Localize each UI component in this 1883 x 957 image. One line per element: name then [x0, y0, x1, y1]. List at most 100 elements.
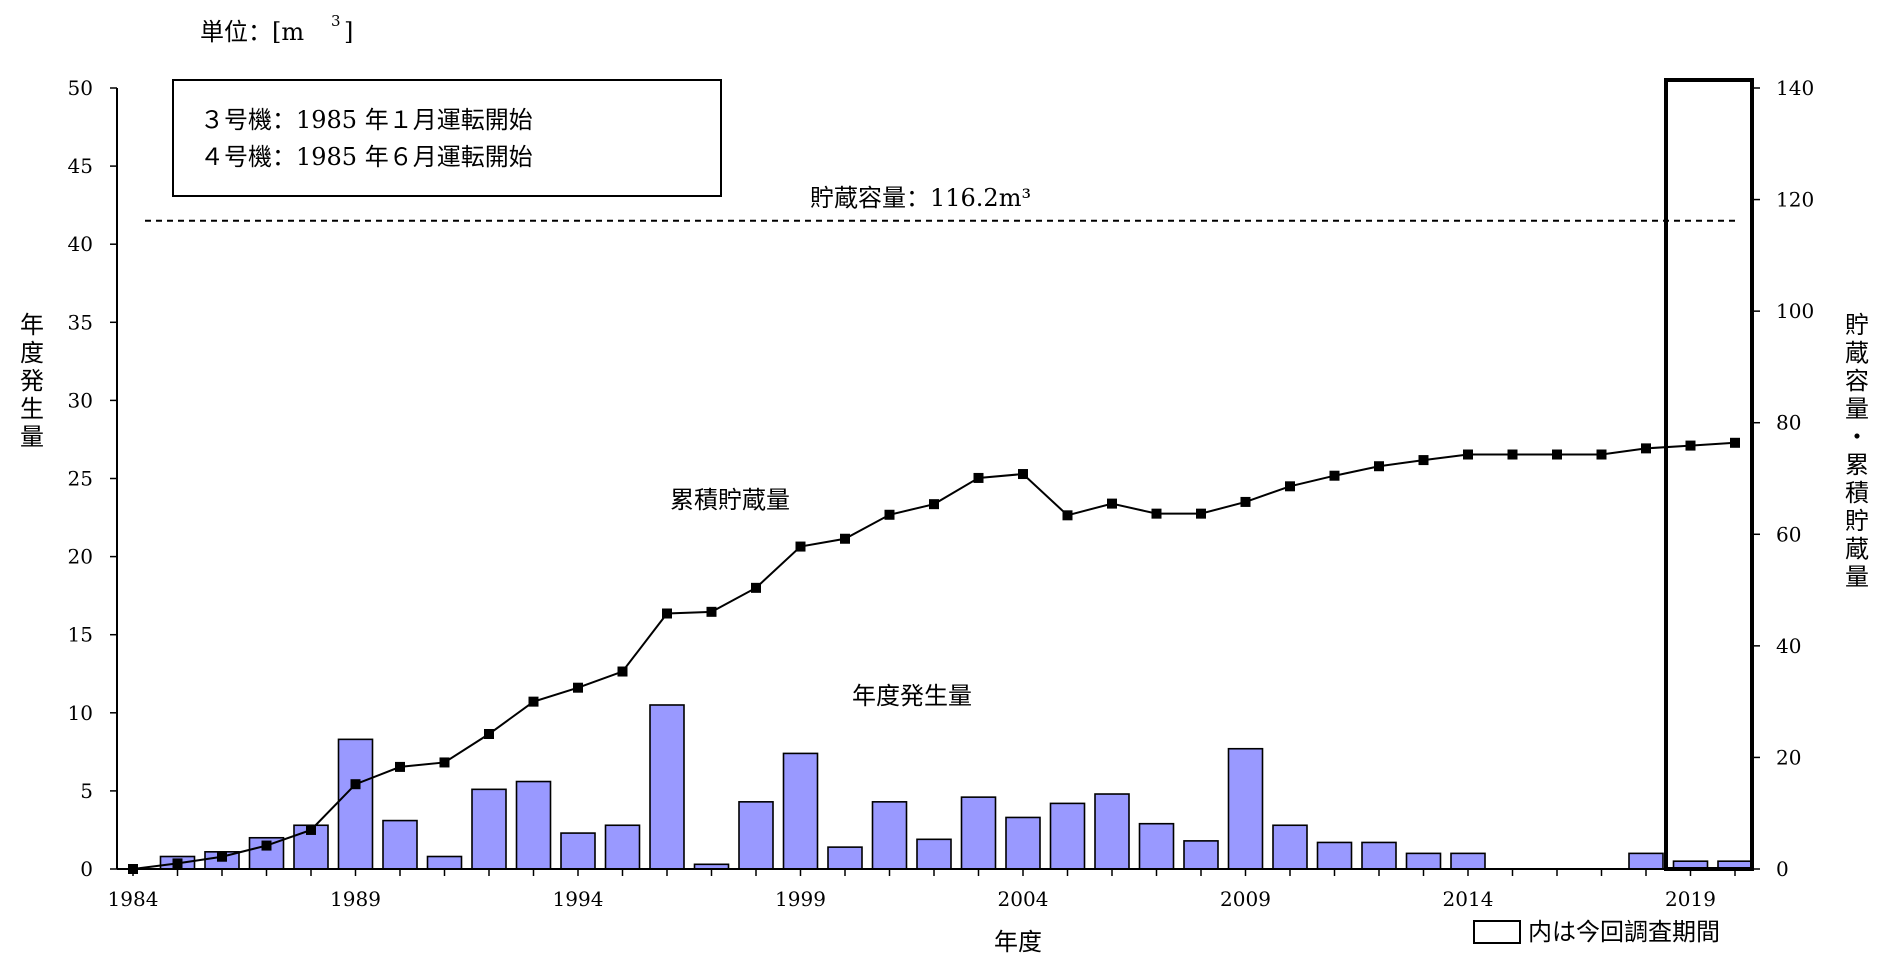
left-tick-label: 15	[68, 623, 93, 647]
legend-swatch	[1473, 920, 1521, 944]
annual-bar-2005	[1049, 802, 1086, 870]
annual-bar-2013	[1405, 852, 1442, 870]
cumulative-point-1999	[795, 541, 806, 552]
annual-bar-2010	[1272, 824, 1308, 870]
annual-bar-2006	[1094, 793, 1130, 870]
right-tick-label: 20	[1776, 745, 1801, 769]
annual-bar-2002	[916, 838, 952, 870]
x-tick-label-1989: 1989	[330, 887, 381, 911]
info-box	[172, 79, 722, 197]
axis-title-char: 量	[20, 423, 44, 451]
left-tick-label: 20	[68, 545, 93, 569]
bars-group	[159, 704, 1753, 870]
legend-text: 内は今回調査期間	[1528, 918, 1720, 946]
cumulative-point-2019	[1685, 440, 1696, 451]
info-line-1: ３号機：1985 年１月運転開始	[200, 106, 533, 134]
annual-bar-1993	[515, 780, 552, 870]
annual-bar-2004	[1005, 816, 1041, 870]
axis-title-char: ・	[1845, 423, 1869, 451]
annual-bar-2008	[1183, 840, 1219, 870]
cumulative-point-1995	[617, 666, 628, 677]
x-tick-label-1999: 1999	[775, 887, 826, 911]
annual-bar-1998	[738, 801, 774, 870]
left-tick-label: 40	[68, 232, 93, 256]
right-tick-label: 80	[1776, 411, 1801, 435]
cumulative-point-2002	[929, 499, 939, 510]
survey-period-box	[1664, 78, 1754, 871]
x-tick-label-2019: 2019	[1665, 887, 1716, 911]
cumulative-point-2018	[1641, 443, 1651, 454]
left-tick-label: 10	[68, 701, 93, 725]
cumulative-point-2011	[1329, 470, 1340, 481]
x-tick-label-2004: 2004	[998, 887, 1049, 911]
right-tick-label: 60	[1776, 522, 1801, 546]
cumulative-point-2016	[1552, 449, 1562, 460]
annual-bar-1989	[337, 738, 374, 870]
axis-title-char: 生	[20, 395, 44, 423]
annual-bar-1996	[649, 704, 685, 870]
y-axis-left-label: 年度発生量	[20, 311, 44, 451]
cumulative-point-2005	[1062, 510, 1073, 521]
right-tick-label: 100	[1776, 299, 1814, 323]
cumulative-point-1997	[706, 606, 717, 617]
cumulative-series-label: 累積貯蔵量	[670, 486, 790, 514]
annual-bar-1994	[560, 832, 596, 870]
cumulative-point-1996	[662, 608, 672, 619]
annual-bar-1999	[782, 752, 819, 870]
cumulative-point-2015	[1507, 449, 1518, 460]
x-tick-label-1994: 1994	[553, 887, 604, 911]
y-axis-right-label: 貯蔵容量・累積貯蔵量	[1845, 311, 1869, 591]
axis-title-char: 蔵	[1845, 535, 1869, 563]
left-tick-label: 25	[68, 467, 93, 491]
cumulative-point-1991	[439, 757, 450, 768]
annual-bar-2007	[1138, 822, 1175, 870]
cumulative-point-2008	[1196, 508, 1206, 519]
cumulative-point-1985	[172, 858, 183, 869]
cumulative-line-group	[128, 437, 1740, 874]
axis-title-char: 貯	[1845, 311, 1869, 339]
annual-bar-1990	[382, 819, 418, 870]
cumulative-point-2012	[1374, 461, 1384, 472]
annual-bar-1992	[471, 788, 507, 870]
annual-bar-2009	[1227, 747, 1264, 870]
axis-title-char: 量	[1845, 395, 1869, 423]
annual-bar-2000	[827, 846, 863, 870]
cumulative-point-2014	[1463, 449, 1473, 460]
cumulative-point-1992	[484, 728, 494, 739]
ticks-group: 0 5 10 15 20 25 30 35 40 45 50 0 20 40 60 80 100 120 140 19…	[68, 76, 1815, 911]
info-line-2: ４号機：1985 年６月運転開始	[200, 143, 533, 171]
axis-title-char: 蔵	[1845, 339, 1869, 367]
cumulative-point-1986	[217, 851, 227, 862]
axis-title-char: 年	[20, 311, 44, 339]
annual-bar-2003	[960, 796, 997, 870]
left-tick-label: 50	[68, 76, 93, 100]
annual-bar-2014	[1450, 852, 1486, 870]
axis-title-char: 量	[1845, 563, 1869, 591]
unit-label: 単位：[m	[200, 18, 304, 46]
annual-series-label: 年度発生量	[852, 682, 972, 710]
unit-superscript: 3	[331, 12, 341, 30]
cumulative-point-1990	[395, 761, 405, 772]
cumulative-point-1998	[751, 582, 761, 593]
left-tick-label: 0	[80, 857, 93, 881]
right-tick-label: 140	[1776, 76, 1814, 100]
cumulative-point-1989	[350, 779, 361, 790]
cumulative-point-2020	[1730, 437, 1740, 448]
cumulative-point-2000	[840, 533, 850, 544]
x-axis-label: 年度	[994, 928, 1042, 956]
x-tick-label-2009: 2009	[1220, 887, 1271, 911]
cumulative-point-2004	[1018, 469, 1028, 480]
annual-bar-1995	[604, 824, 641, 870]
left-tick-label: 5	[80, 779, 93, 803]
x-tick-label-1984: 1984	[108, 887, 159, 911]
cumulative-point-1987	[261, 840, 272, 851]
left-tick-label: 30	[68, 388, 93, 412]
cumulative-point-2010	[1285, 481, 1295, 492]
cumulative-point-2013	[1418, 455, 1429, 466]
annual-bar-2018	[1628, 852, 1664, 870]
cumulative-point-2001	[884, 509, 895, 520]
annual-bar-1991	[426, 855, 463, 870]
axis-title-char: 発	[20, 367, 44, 395]
cumulative-point-1994	[573, 682, 583, 693]
cumulative-point-2017	[1596, 449, 1607, 460]
